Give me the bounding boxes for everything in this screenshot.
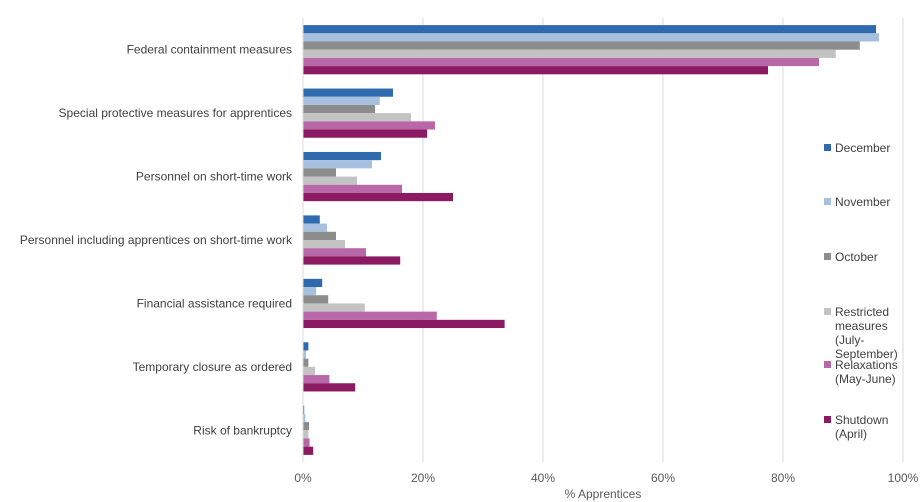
bar bbox=[303, 405, 305, 414]
x-tick-label: 40% bbox=[531, 471, 555, 485]
legend-label: Relaxations (May-June) bbox=[835, 358, 898, 386]
bar bbox=[303, 256, 401, 265]
legend-label-line: September) bbox=[835, 347, 898, 361]
x-tick-label: 60% bbox=[651, 471, 675, 485]
x-tick-label: 80% bbox=[771, 471, 795, 485]
bar bbox=[303, 366, 315, 376]
legend-label-line: (May-June) bbox=[835, 372, 896, 386]
bar bbox=[303, 121, 435, 130]
bar bbox=[303, 129, 428, 138]
bar bbox=[303, 57, 819, 67]
legend-swatch bbox=[824, 144, 831, 151]
legend-label-line: Relaxations bbox=[835, 358, 898, 372]
bar bbox=[303, 358, 309, 367]
bar bbox=[303, 413, 306, 423]
legend-label: Shutdown (April) bbox=[835, 413, 888, 441]
legend-label: Restricted measures (July-September) bbox=[835, 305, 898, 361]
x-tick-label: 0% bbox=[294, 471, 312, 485]
bar bbox=[303, 176, 357, 185]
bar bbox=[303, 303, 365, 312]
bar bbox=[303, 151, 381, 161]
legend-label-line: measures bbox=[835, 319, 888, 333]
bar bbox=[303, 96, 380, 105]
bar bbox=[303, 88, 393, 97]
x-axis-title: % Apprentices bbox=[565, 487, 642, 501]
bar bbox=[303, 49, 836, 58]
bar bbox=[303, 168, 336, 177]
bar bbox=[303, 446, 314, 455]
legend-label-line: (July- bbox=[835, 333, 864, 347]
bar bbox=[303, 295, 329, 304]
legend-label-line: Restricted bbox=[835, 305, 889, 319]
bar bbox=[303, 248, 366, 257]
bar bbox=[303, 430, 309, 439]
bar bbox=[303, 311, 437, 320]
bar bbox=[303, 278, 323, 288]
bar bbox=[303, 231, 336, 240]
x-tick-label: 20% bbox=[411, 471, 435, 485]
bar bbox=[303, 438, 310, 447]
bar bbox=[303, 319, 505, 329]
legend-swatch bbox=[824, 308, 831, 315]
legend-label-line: October bbox=[835, 250, 878, 264]
category-label: Risk of bankruptcy bbox=[193, 423, 292, 437]
bar bbox=[303, 375, 330, 384]
category-label: Temporary closure as ordered bbox=[133, 360, 292, 374]
legend-swatch bbox=[824, 361, 831, 368]
bar bbox=[303, 41, 860, 50]
legend-label-line: Shutdown bbox=[835, 413, 888, 427]
legend-swatch bbox=[824, 253, 831, 260]
bar bbox=[303, 113, 411, 122]
bar bbox=[303, 342, 309, 351]
bar bbox=[303, 104, 375, 114]
legend-label-line: November bbox=[835, 195, 890, 209]
legend-label: November bbox=[835, 195, 890, 209]
category-label: Personnel including apprentices on short… bbox=[20, 233, 293, 247]
bar bbox=[303, 215, 320, 224]
bar bbox=[303, 160, 372, 169]
legend-label-line: (April) bbox=[835, 427, 867, 441]
x-tick-label: 100% bbox=[888, 471, 919, 485]
bars bbox=[303, 25, 879, 455]
bar bbox=[303, 25, 876, 34]
bar bbox=[303, 383, 356, 392]
gridlines bbox=[422, 18, 904, 462]
bar bbox=[303, 287, 317, 296]
category-label: Personnel on short-time work bbox=[136, 170, 293, 184]
category-label: Special protective measures for apprenti… bbox=[59, 106, 292, 120]
category-labels: Federal containment measures Special prot… bbox=[20, 43, 293, 438]
legend-label: December bbox=[835, 141, 890, 155]
bar bbox=[303, 223, 327, 232]
x-tick-labels: 0% 20% 40% 60% 80% 100% bbox=[294, 471, 918, 485]
bar bbox=[303, 184, 402, 193]
category-label: Federal containment measures bbox=[127, 43, 292, 57]
legend-label: October bbox=[835, 250, 878, 264]
bar bbox=[303, 66, 768, 75]
bar bbox=[303, 350, 306, 359]
bar bbox=[303, 240, 345, 249]
bar bbox=[303, 33, 879, 42]
category-label: Financial assistance required bbox=[137, 296, 292, 310]
legend-swatch bbox=[824, 198, 831, 205]
bar bbox=[303, 192, 453, 202]
legend-label-line: December bbox=[835, 141, 890, 155]
legend-swatch bbox=[824, 416, 831, 423]
legend: December November October Restricted measure… bbox=[824, 141, 898, 441]
bar bbox=[303, 422, 309, 431]
